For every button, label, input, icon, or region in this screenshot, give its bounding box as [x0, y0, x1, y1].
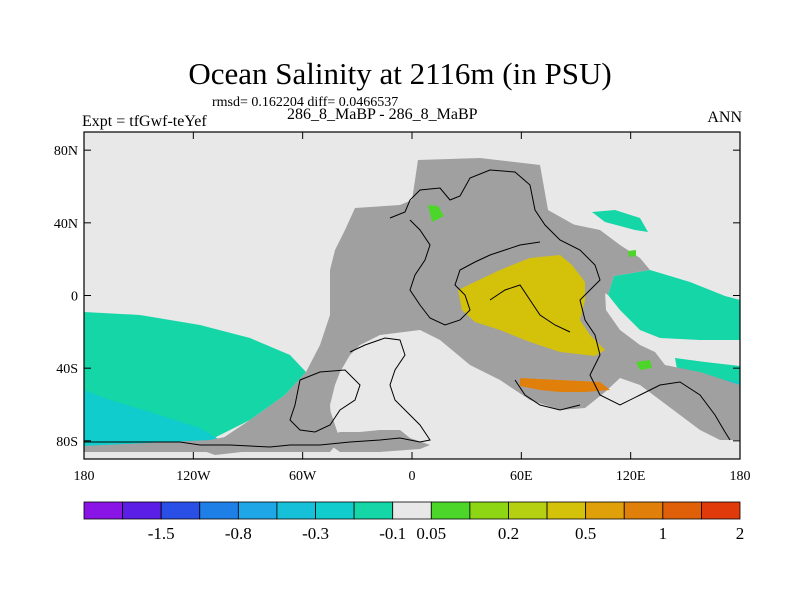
season-label: ANN	[707, 109, 742, 126]
fresher-region-south-pacific-deep	[84, 390, 220, 446]
colorbar-label: 1	[659, 524, 668, 543]
colorbar-swatch	[160, 501, 201, 520]
x-tick-label: 120W	[176, 469, 211, 484]
x-tick-label: 120E	[616, 469, 646, 484]
x-tick-label: 180	[730, 469, 751, 484]
x-axis: 180 120W 60W 0 60E 120E 180	[74, 132, 751, 484]
colorbar-swatch	[83, 501, 123, 520]
slight-salty-spot-north	[428, 205, 444, 222]
colorbar-swatch	[315, 501, 355, 520]
colorbar-label: -0.8	[225, 524, 252, 543]
colorbar-swatch	[276, 501, 316, 520]
y-tick-label: 0	[71, 290, 78, 305]
colorbar-swatch	[623, 501, 664, 520]
y-tick-label: 80S	[56, 435, 78, 450]
chart-subtitle: 286_8_MaBP - 286_8_MaBP	[287, 106, 478, 123]
slight-salty-spot-north-east	[628, 250, 636, 257]
fresher-region-north-east	[592, 210, 648, 232]
slight-salty-spot-east	[636, 360, 652, 370]
fresher-region-east	[608, 270, 740, 340]
land-southern-landmass	[84, 410, 340, 452]
colorbar: -1.5 -0.8 -0.3 -0.1 0.05 0.2 0.5 1 2	[83, 501, 745, 543]
colorbar-label: -1.5	[148, 524, 175, 543]
colorbar-swatch	[585, 501, 625, 520]
chart-title: Ocean Salinity at 2116m (in PSU)	[188, 56, 612, 91]
stats-line: rmsd= 0.162204 diff= 0.0466537	[212, 95, 399, 110]
y-tick-label: 40N	[54, 217, 78, 232]
x-tick-label: 0	[409, 469, 416, 484]
colorbar-label: 2	[736, 524, 745, 543]
colorbar-swatch	[392, 501, 432, 520]
colorbar-label: 0.05	[416, 524, 446, 543]
colorbar-label: 0.5	[575, 524, 596, 543]
colorbar-swatch	[701, 501, 741, 520]
colorbar-swatch	[237, 501, 278, 520]
colorbar-swatch	[508, 501, 548, 520]
x-tick-label: 180	[74, 469, 95, 484]
y-tick-label: 40S	[56, 362, 78, 377]
colorbar-swatch	[353, 501, 394, 520]
coastline-main	[84, 169, 731, 448]
colorbar-swatch	[546, 501, 587, 520]
colorbar-label: 0.2	[498, 524, 519, 543]
colorbar-label: -0.1	[379, 524, 406, 543]
y-tick-label: 80N	[54, 144, 78, 159]
colorbar-label: -0.3	[302, 524, 329, 543]
colorbar-swatch	[199, 501, 239, 520]
colorbar-swatch	[469, 501, 509, 520]
coastline-interior	[289, 219, 581, 433]
colorbar-swatch	[662, 501, 702, 520]
map-area	[83, 131, 741, 460]
saltier-region-south-strong	[520, 378, 610, 392]
colorbar-swatch	[430, 501, 471, 520]
y-axis: 80N 40N 0 40S 80S	[54, 144, 740, 450]
land-eastern-continent	[552, 220, 650, 295]
colorbar-swatch	[122, 501, 162, 520]
experiment-label: Expt = tfGwf-teYef	[82, 113, 207, 130]
x-tick-label: 60E	[510, 469, 533, 484]
x-tick-label: 60W	[289, 469, 317, 484]
